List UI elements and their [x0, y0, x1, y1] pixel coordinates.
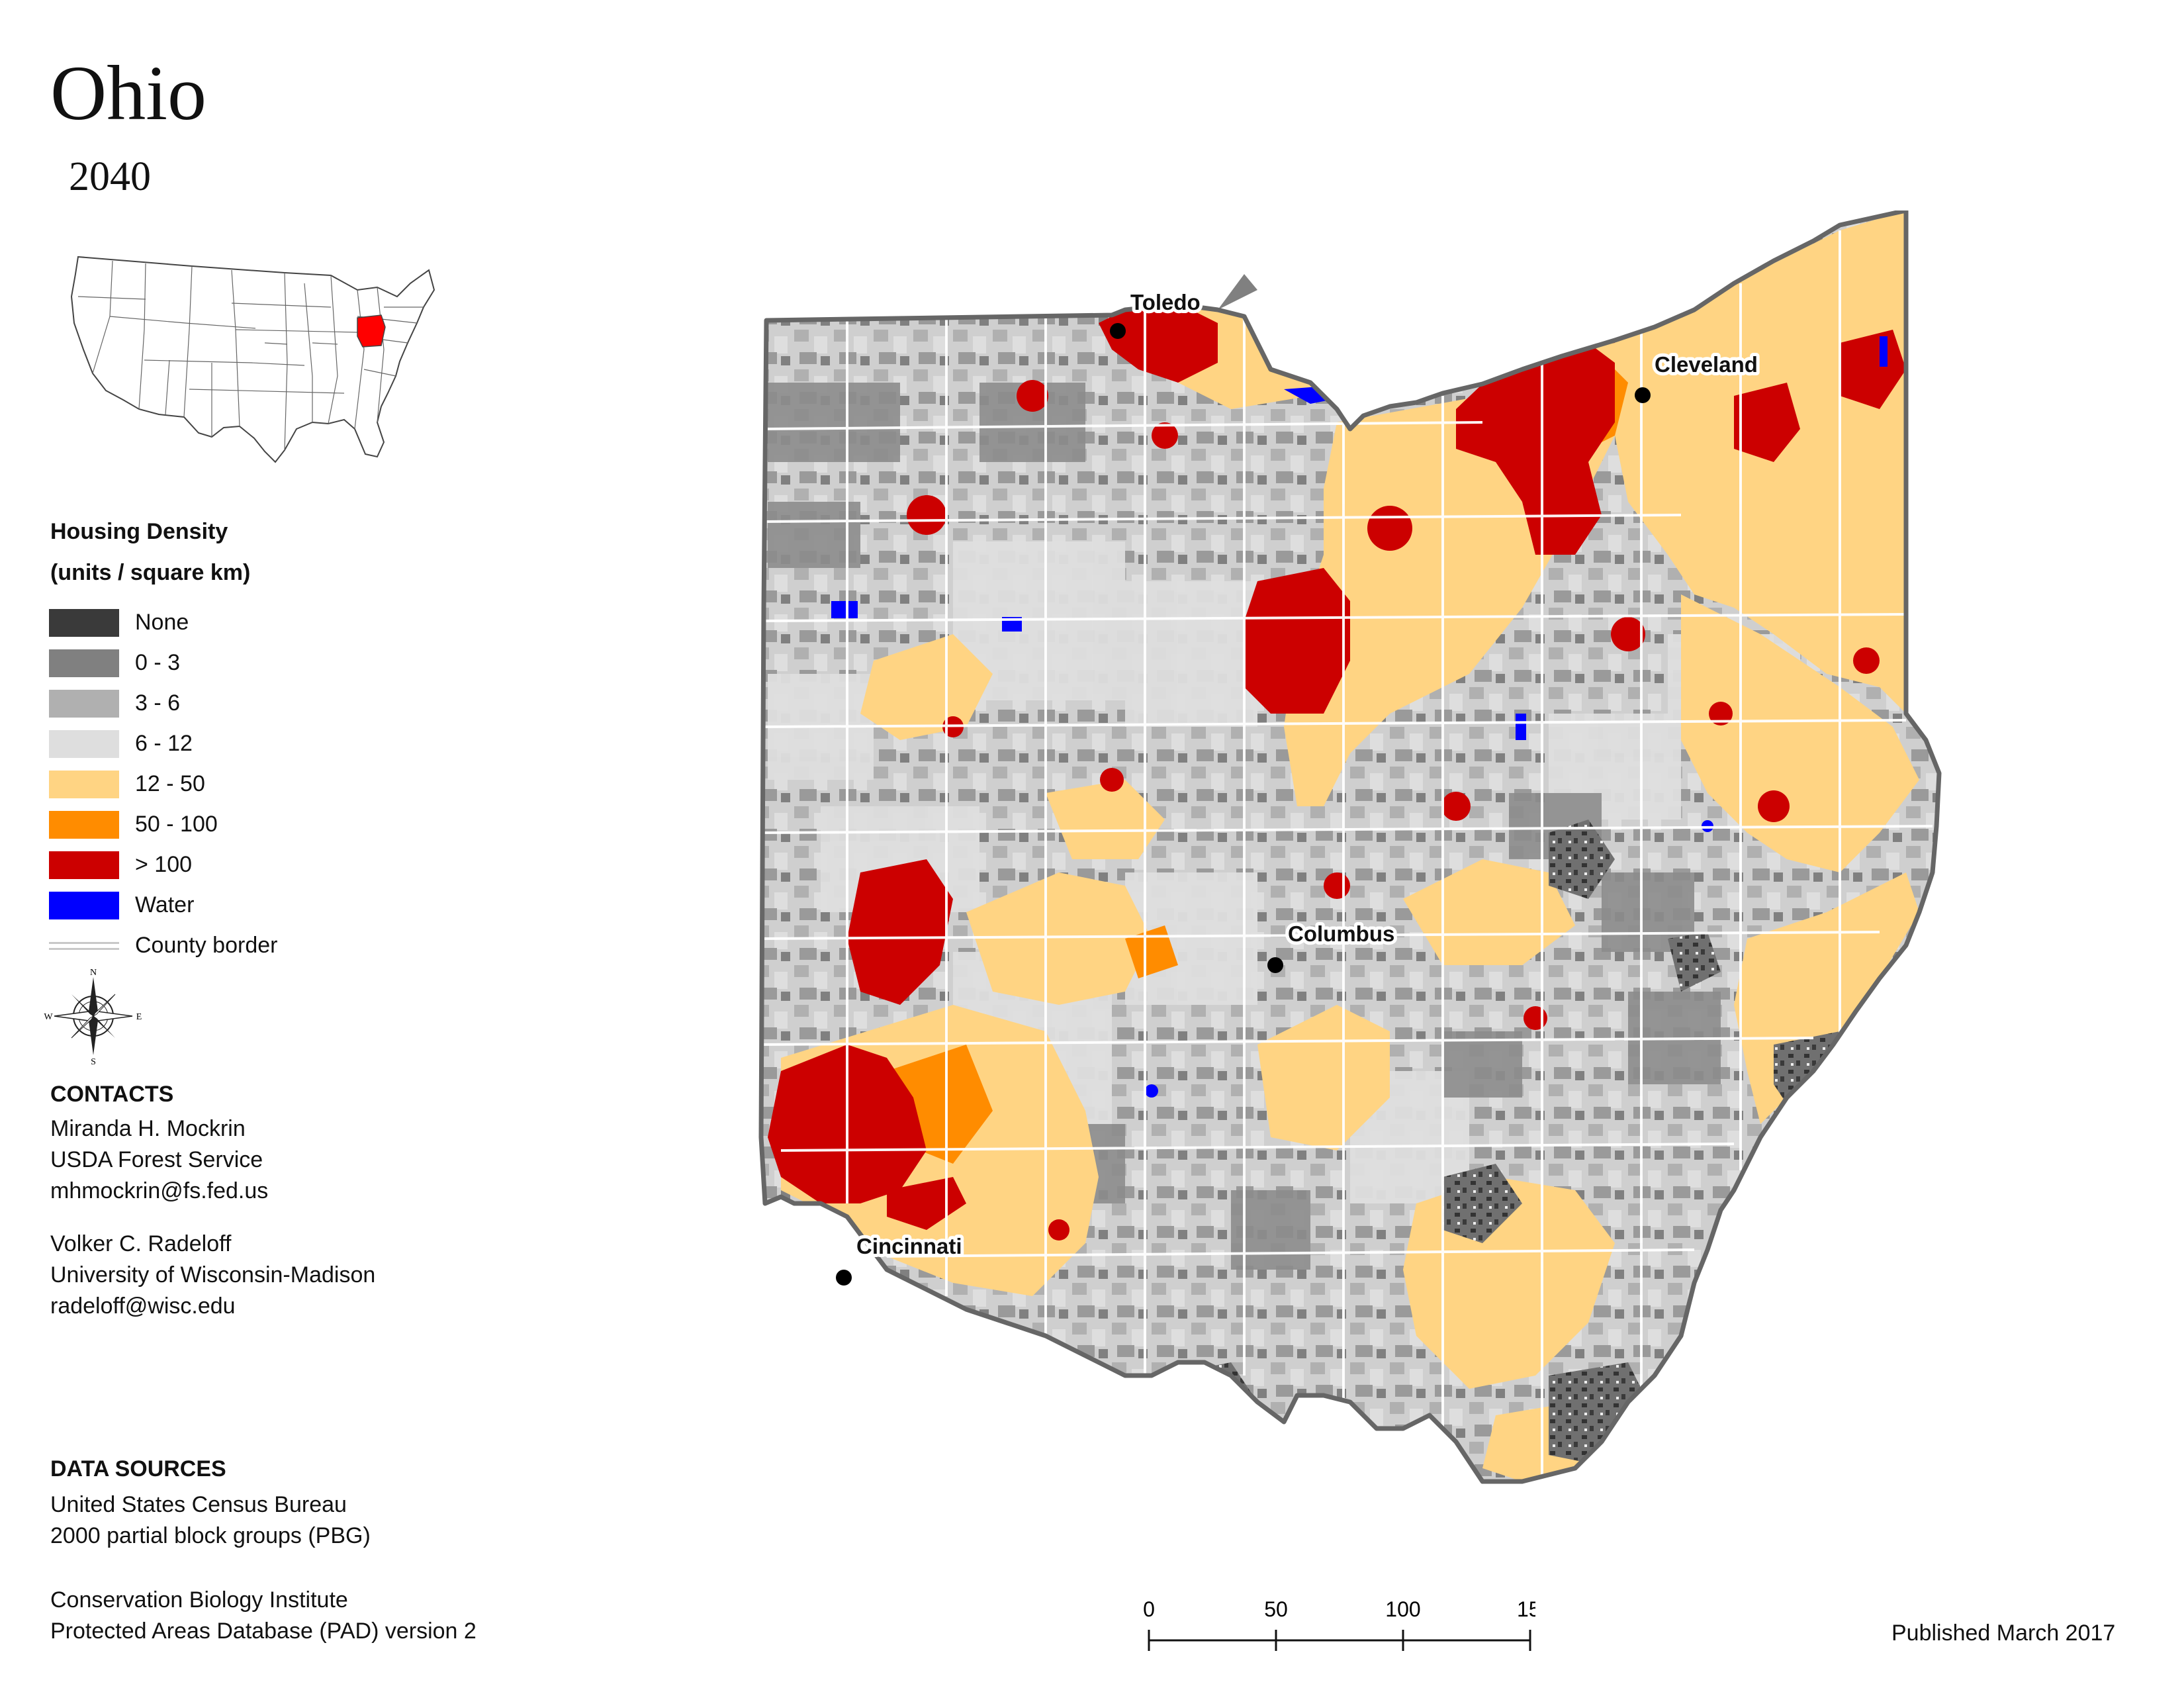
contacts-heading: CONTACTS [50, 1082, 174, 1107]
city-cincinnati: Cincinnati [836, 1231, 966, 1286]
data-source-2: Conservation Biology Institute Protected… [50, 1585, 477, 1647]
contact-organization: University of Wisconsin-Madison [50, 1262, 376, 1288]
legend-title: Housing Density [50, 519, 228, 544]
scale-tick-label: 150 km [1517, 1597, 1535, 1621]
data-sources-heading: DATA SOURCES [50, 1456, 226, 1481]
us-locator-map [70, 256, 435, 463]
legend-swatch [49, 851, 119, 879]
compass-west: W [44, 1012, 53, 1022]
source-detail: 2000 partial block groups (PBG) [50, 1523, 371, 1548]
legend-item-over-100: > 100 [49, 845, 380, 885]
county-borders [762, 230, 1933, 1481]
source-detail: Protected Areas Database (PAD) version 2 [50, 1618, 477, 1644]
legend-item-0-3: 0 - 3 [49, 643, 380, 683]
legend-label: Water [135, 892, 195, 917]
compass-south: S [91, 1057, 96, 1066]
contact-organization: USDA Forest Service [50, 1147, 263, 1172]
published-date: Published March 2017 [1891, 1620, 2116, 1646]
ohio-housing-density-map: Toledo Cleveland Columbus Cincinnati [754, 211, 2078, 1548]
ohio-highlight [357, 314, 386, 348]
legend-units: (units / square km) [50, 560, 251, 585]
city-toledo: Toledo [1110, 287, 1204, 339]
county-border-swatch [49, 941, 119, 950]
contact-email: radeloff@wisc.edu [50, 1293, 236, 1319]
legend-item-50-100: 50 - 100 [49, 804, 380, 845]
city-label: Columbus [1288, 921, 1394, 946]
legend-label: 50 - 100 [135, 812, 218, 837]
legend-swatch [49, 891, 119, 919]
contact-name: Volker C. Radeloff [50, 1231, 232, 1256]
legend-item-3-6: 3 - 6 [49, 683, 380, 724]
city-columbus: Columbus [1267, 918, 1398, 973]
contact-1: Miranda H. Mockrin USDA Forest Service m… [50, 1113, 268, 1207]
legend-label: 12 - 50 [135, 771, 205, 796]
compass-rose-icon: N S E W [44, 968, 142, 1066]
map-title: Ohio [50, 50, 206, 136]
legend-swatch [49, 689, 119, 718]
legend-item-6-12: 6 - 12 [49, 724, 380, 764]
legend-item-none: None [49, 602, 380, 643]
legend-swatch [49, 608, 119, 637]
legend-item-12-50: 12 - 50 [49, 764, 380, 804]
city-label: Cleveland [1655, 352, 1758, 377]
legend-swatch [49, 729, 119, 758]
legend-label: County border [135, 933, 278, 958]
source-name: United States Census Bureau [50, 1492, 347, 1517]
legend-label: 3 - 6 [135, 690, 181, 716]
data-source-1: United States Census Bureau 2000 partial… [50, 1489, 371, 1552]
scale-tick-label: 100 [1385, 1597, 1420, 1621]
contact-2: Volker C. Radeloff University of Wiscons… [50, 1229, 375, 1322]
legend-swatch [49, 770, 119, 798]
legend-label: > 100 [135, 852, 193, 877]
legend-label: 0 - 3 [135, 650, 181, 675]
scale-bar: 0 50 100 150 km [1143, 1597, 1535, 1651]
city-cleveland: Cleveland [1635, 349, 1761, 403]
contact-email: mhmockrin@fs.fed.us [50, 1178, 269, 1203]
contact-name: Miranda H. Mockrin [50, 1116, 246, 1141]
scale-tick-label: 50 [1264, 1597, 1288, 1621]
us-state-lines [77, 260, 424, 451]
legend-label: 6 - 12 [135, 731, 193, 756]
city-label: Toledo [1130, 290, 1201, 314]
us-outline [70, 256, 435, 463]
legend-swatch [49, 810, 119, 839]
legend: None 0 - 3 3 - 6 6 - 12 12 - 50 50 - 100… [49, 602, 380, 966]
legend-item-water: Water [49, 885, 380, 925]
city-label: Cincinnati [856, 1234, 962, 1258]
legend-swatch [49, 649, 119, 677]
legend-label: None [135, 610, 189, 635]
scale-tick-label: 0 [1143, 1597, 1155, 1621]
legend-item-county-border: County border [49, 925, 380, 966]
map-year: 2040 [69, 154, 151, 199]
compass-east: E [136, 1012, 142, 1022]
source-name: Conservation Biology Institute [50, 1587, 348, 1613]
compass-north: N [90, 968, 97, 978]
